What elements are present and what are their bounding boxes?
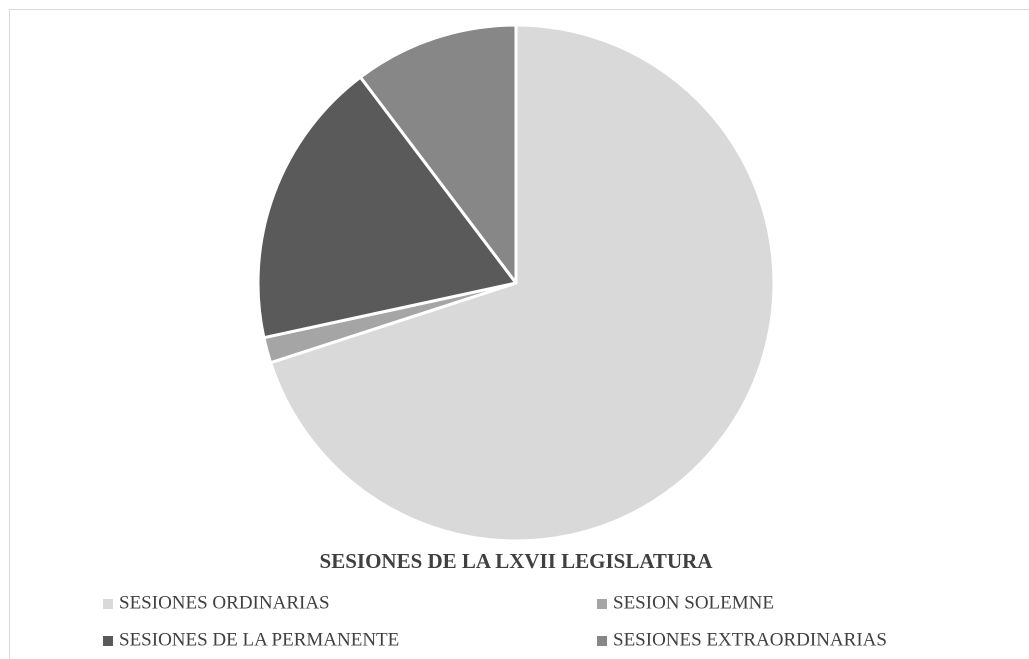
- pie-slice: [256, 75, 518, 340]
- legend-label: SESIONES ORDINARIAS: [119, 592, 330, 613]
- legend-label: SESIONES EXTRAORDINARIAS: [613, 629, 887, 650]
- pie-slice: [358, 23, 518, 285]
- legend-label: SESIONES DE LA PERMANENTE: [119, 629, 399, 650]
- pie-slice: [269, 23, 776, 543]
- chart-title: SESIONES DE LA LXVII LEGISLATURA: [320, 549, 714, 573]
- legend-label: SESION SOLEMNE: [613, 592, 774, 613]
- legend-swatch: [103, 636, 113, 646]
- legend-swatch: [103, 599, 113, 609]
- legend-swatch: [597, 636, 607, 646]
- legend-swatch: [597, 599, 607, 609]
